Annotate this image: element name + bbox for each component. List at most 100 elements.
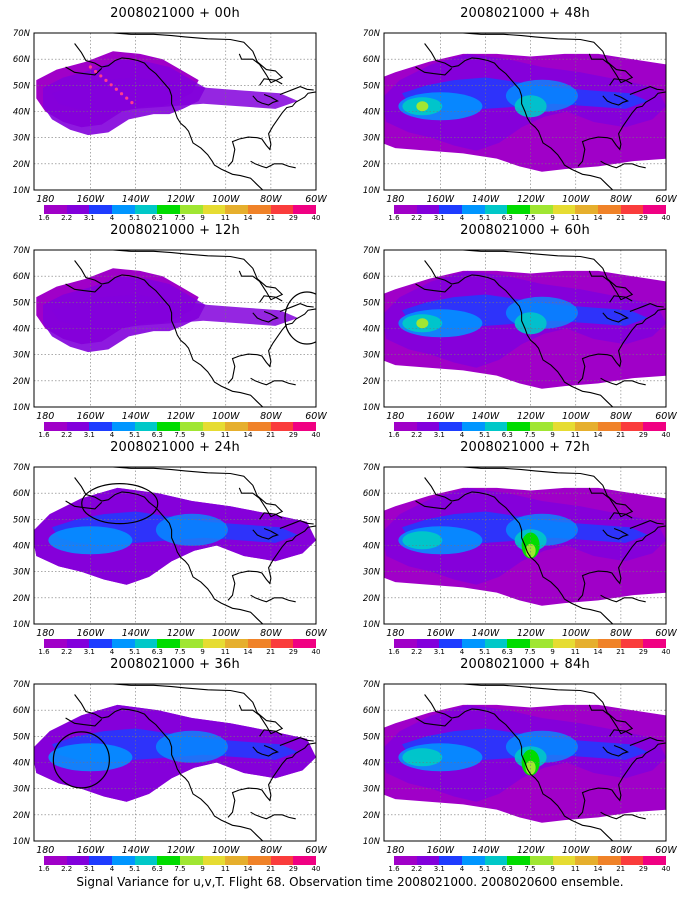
lon-label: 100W xyxy=(562,845,590,856)
legend-swatch xyxy=(598,639,621,648)
lat-label: 50N xyxy=(363,732,381,742)
legend-swatch xyxy=(530,422,553,431)
legend-swatch xyxy=(530,205,553,214)
map-plot: 70N 60N 50N 40N 30N 20N 10N 180 160W 140W 120W 100W… xyxy=(363,463,678,639)
color-legend xyxy=(44,422,317,431)
color-legend xyxy=(44,856,317,865)
legend-labels: 1.6 2.2 3.1 4 5.1 6.3 7.5 9 11 14 21 29 40 xyxy=(38,648,320,657)
legend-label: 4 xyxy=(109,214,115,222)
lon-label: 160W xyxy=(77,845,105,856)
lon-label: 80W xyxy=(610,628,632,639)
lon-label: 160W xyxy=(77,628,105,639)
legend-label: 7.5 xyxy=(174,214,186,222)
legend-label: 7.5 xyxy=(524,648,536,656)
legend-swatch xyxy=(507,422,531,431)
legend-label: 5.1 xyxy=(479,431,491,439)
variance-field xyxy=(384,467,666,624)
lat-label: 30N xyxy=(363,785,381,795)
variance-field xyxy=(34,250,316,407)
coastlines xyxy=(415,250,666,407)
lat-label: 10N xyxy=(13,620,31,630)
color-legend xyxy=(394,422,667,431)
legend-swatch xyxy=(44,856,67,865)
lat-label: 40N xyxy=(363,759,381,769)
legend-swatch xyxy=(552,639,576,648)
map-plot: 70N 60N 50N 40N 30N 20N 10N 180 160W 140W 120W 100W… xyxy=(13,246,328,422)
legend-swatch xyxy=(575,205,599,214)
legend-label: 4 xyxy=(459,214,465,222)
lat-label: 50N xyxy=(13,298,31,308)
lat-label: 50N xyxy=(13,515,31,525)
legend-label: 29 xyxy=(638,214,648,222)
color-legend xyxy=(394,205,667,214)
panel-title: 2008021000 + 84h xyxy=(460,657,590,672)
legend-swatch xyxy=(180,639,203,648)
legend-swatch xyxy=(643,205,667,214)
legend-label: 9 xyxy=(200,648,205,656)
legend-swatch xyxy=(112,422,135,431)
legend-label: 5.1 xyxy=(129,865,141,873)
lon-label: 140W xyxy=(472,628,500,639)
legend-swatch xyxy=(416,205,440,214)
legend-label: 3.1 xyxy=(433,214,445,222)
lat-label: 40N xyxy=(363,108,381,118)
legend-label: 9 xyxy=(550,431,555,439)
lon-label: 180 xyxy=(36,411,54,422)
legend-label: 1.6 xyxy=(388,648,400,656)
legend-label: 6.3 xyxy=(501,431,513,439)
lon-label: 140W xyxy=(472,194,500,205)
legend-label: 3.1 xyxy=(83,214,95,222)
legend-swatch xyxy=(89,422,113,431)
legend-swatch xyxy=(134,856,158,865)
map-panel: 2008021000 + 36h 70N 60N 50N 40N 30N 20N 10N 180… xyxy=(0,653,350,873)
legend-swatch xyxy=(89,639,113,648)
lat-label: 30N xyxy=(363,134,381,144)
legend-swatch xyxy=(462,205,485,214)
legend-label: 7.5 xyxy=(174,648,186,656)
map-panel: 2008021000 + 84h 70N 60N 50N 40N 30N 20N 10N 180… xyxy=(350,653,700,873)
legend-swatch xyxy=(507,205,531,214)
observation-point xyxy=(114,87,118,91)
lon-label: 140W xyxy=(122,411,150,422)
lat-label: 10N xyxy=(13,186,31,196)
lon-label: 120W xyxy=(517,194,545,205)
panel-title: 2008021000 + 60h xyxy=(460,223,590,238)
legend-label: 11 xyxy=(570,648,580,656)
legend-label: 6.3 xyxy=(151,865,163,873)
legend-swatch xyxy=(248,205,271,214)
lon-label: 80W xyxy=(610,194,632,205)
map-panel: 2008021000 + 12h 70N 60N 50N 40N 30N 20N 10N 180… xyxy=(0,219,350,439)
lon-label: 120W xyxy=(167,628,195,639)
legend-label: 5.1 xyxy=(479,865,491,873)
legend-label: 1.6 xyxy=(38,648,50,656)
lon-label: 60W xyxy=(655,628,677,639)
legend-swatch xyxy=(270,856,294,865)
legend-label: 14 xyxy=(593,431,603,439)
lat-label: 50N xyxy=(363,298,381,308)
coastlines xyxy=(415,33,666,190)
legend-label: 21 xyxy=(616,865,626,873)
lon-label: 80W xyxy=(260,845,282,856)
lat-label: 20N xyxy=(363,594,381,604)
lat-label: 20N xyxy=(13,811,31,821)
lat-label: 50N xyxy=(13,732,31,742)
legend-label: 7.5 xyxy=(524,431,536,439)
observation-point xyxy=(99,74,103,78)
legend-label: 14 xyxy=(243,214,253,222)
lon-label: 80W xyxy=(610,411,632,422)
legend-swatch xyxy=(484,205,508,214)
legend-swatch xyxy=(66,422,90,431)
legend-swatch xyxy=(202,422,226,431)
legend-swatch xyxy=(225,856,249,865)
lat-label: 20N xyxy=(363,160,381,170)
lat-label: 30N xyxy=(13,351,31,361)
legend-swatch xyxy=(484,422,508,431)
legend-swatch xyxy=(439,639,463,648)
legend-swatch xyxy=(89,856,113,865)
legend-label: 5.1 xyxy=(479,214,491,222)
legend-label: 40 xyxy=(661,865,671,873)
legend-label: 9 xyxy=(200,865,205,873)
legend-swatch xyxy=(643,856,667,865)
legend-label: 40 xyxy=(311,214,321,222)
